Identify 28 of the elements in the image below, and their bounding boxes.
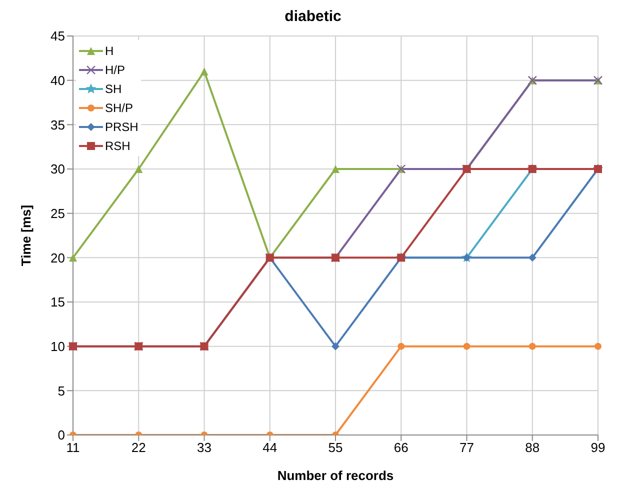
legend-label: SH (105, 82, 122, 96)
y-tick-label: 20 (50, 250, 65, 266)
chart-title: diabetic (284, 8, 342, 27)
legend-label: H/P (105, 62, 126, 76)
legend-label: PRSH (105, 120, 138, 134)
x-tick-label: 11 (66, 440, 80, 456)
x-tick-label: 88 (525, 440, 540, 456)
y-tick-label: 35 (50, 117, 65, 132)
x-tick-label: 77 (460, 440, 474, 456)
x-axis-title: Number of records (277, 468, 394, 483)
y-tick-label: 45 (50, 28, 65, 44)
legend-label: SH/P (105, 100, 134, 114)
x-tick-label: 55 (328, 440, 343, 456)
x-tick-label: 99 (590, 440, 606, 456)
legend-label: H (105, 44, 114, 58)
y-tick-label: 40 (50, 72, 65, 88)
legend-label: RSH (105, 138, 130, 152)
y-tick-label: 10 (50, 338, 65, 354)
y-tick-label: 5 (58, 383, 65, 398)
y-tick-label: 0 (58, 428, 65, 443)
y-tick-label: 30 (50, 162, 65, 177)
y-axis-title: Time [ms] (18, 204, 34, 266)
x-tick-label: 33 (197, 440, 212, 456)
x-tick-label: 22 (131, 440, 146, 456)
x-tick-label: 66 (394, 440, 408, 456)
y-tick-label: 15 (50, 294, 65, 310)
y-tick-label: 25 (50, 206, 65, 221)
x-tick-label: 44 (262, 440, 278, 456)
